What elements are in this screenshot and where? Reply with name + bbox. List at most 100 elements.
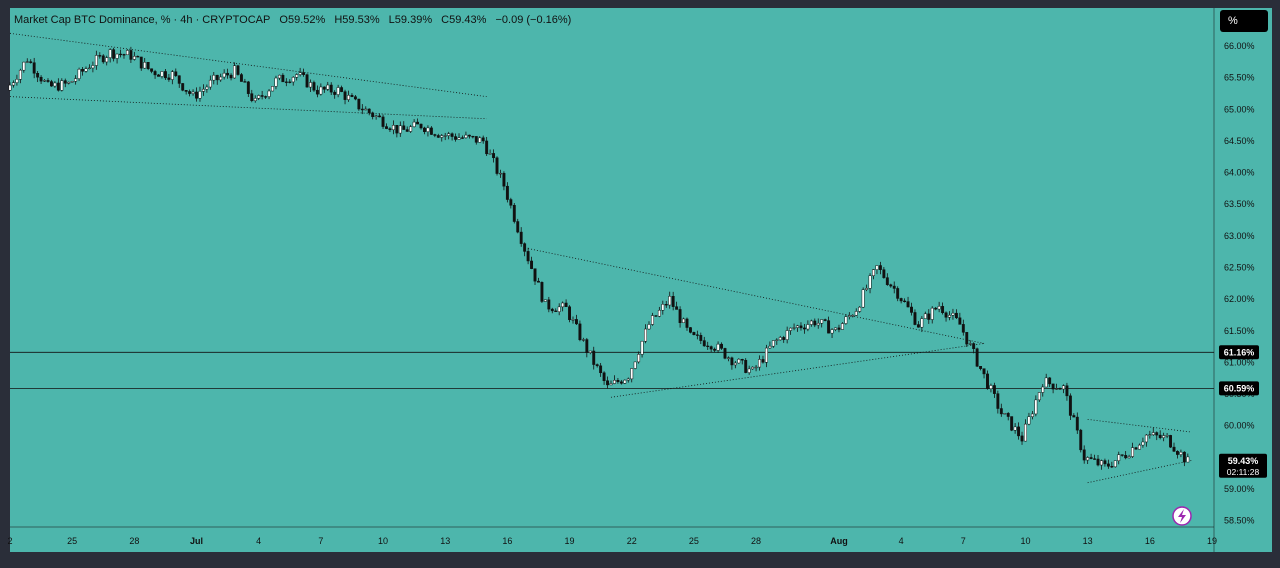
- symbol-title[interactable]: Market Cap BTC Dominance, % · 4h · CRYPT…: [14, 14, 271, 26]
- candle-body: [150, 68, 154, 72]
- candle-body: [657, 309, 661, 317]
- candle-body: [191, 91, 195, 94]
- candle-body: [39, 76, 43, 82]
- candle-body: [212, 74, 216, 81]
- candle-body: [934, 307, 938, 310]
- candle-body: [1093, 458, 1097, 460]
- candle-body: [246, 81, 250, 94]
- candle-body: [989, 385, 993, 389]
- candle-body: [602, 372, 606, 381]
- candle-body: [526, 251, 530, 262]
- candle-body: [975, 348, 979, 367]
- candle-body: [875, 265, 879, 270]
- candle-body: [906, 301, 910, 308]
- candle-body: [1162, 435, 1166, 438]
- candle-body: [961, 324, 965, 333]
- candle-body: [474, 136, 478, 143]
- candle-body: [391, 125, 395, 131]
- candle-body: [450, 133, 454, 137]
- candle-body: [568, 306, 572, 320]
- candle-body: [1079, 429, 1083, 451]
- candle-body: [530, 260, 534, 269]
- candle-body: [537, 280, 540, 283]
- candle-body: [999, 408, 1003, 415]
- x-tick-label: 25: [689, 536, 699, 546]
- x-tick-label: 16: [1145, 536, 1155, 546]
- candle-body: [723, 348, 727, 359]
- candle-body: [288, 81, 292, 83]
- candle-body: [941, 306, 945, 313]
- candle-body: [785, 330, 789, 340]
- candle-body: [882, 269, 886, 278]
- candle-body: [22, 61, 26, 71]
- candle-body: [523, 243, 527, 252]
- bar-countdown-label: 02:11:28: [1227, 467, 1260, 477]
- current-price-badge: [1219, 453, 1267, 478]
- candle-body: [367, 108, 371, 114]
- candle-body: [606, 380, 609, 386]
- candle-body: [488, 153, 492, 155]
- candle-body: [319, 86, 323, 95]
- x-tick-label: 10: [1020, 536, 1030, 546]
- candle-body: [854, 311, 858, 316]
- candle-body: [412, 121, 416, 128]
- candle-body: [1044, 377, 1048, 388]
- candle-body: [1138, 444, 1141, 450]
- trendline: [9, 32, 487, 98]
- candle-body: [360, 108, 364, 111]
- candle-body: [105, 57, 109, 63]
- candle-body: [972, 343, 976, 349]
- candle-body: [15, 79, 19, 83]
- candle-body: [1075, 416, 1079, 431]
- candle-body: [834, 327, 837, 330]
- price-plot-area[interactable]: [8, 32, 1214, 484]
- candle-body: [205, 86, 209, 90]
- candle-body: [613, 380, 616, 384]
- candle-body: [716, 343, 720, 351]
- candle-body: [419, 123, 423, 129]
- candle-body: [229, 74, 233, 79]
- y-tick-label: 63.00%: [1224, 231, 1255, 241]
- x-tick-label: 7: [961, 536, 966, 546]
- candle-body: [398, 125, 402, 134]
- candle-body: [671, 296, 675, 307]
- candle-body: [343, 91, 347, 100]
- candle-body: [115, 53, 119, 59]
- candle-body: [619, 381, 623, 384]
- candle-body: [916, 324, 920, 328]
- ohlc-close: C59.43%: [441, 14, 487, 26]
- y-tick-label: 62.00%: [1224, 294, 1255, 304]
- candle-body: [868, 275, 872, 289]
- x-tick-label: 28: [129, 536, 139, 546]
- candle-body: [1020, 435, 1024, 442]
- candle-body: [87, 67, 91, 70]
- lightning-icon[interactable]: [1172, 506, 1192, 526]
- candle-body: [378, 115, 382, 118]
- candle-body: [920, 318, 924, 328]
- candle-body: [726, 357, 730, 359]
- candle-body: [1024, 423, 1027, 442]
- x-tick-label: Aug: [830, 536, 848, 546]
- x-tick-label: 22: [627, 536, 637, 546]
- candle-body: [733, 362, 737, 366]
- candle-body: [951, 312, 955, 316]
- candle-body: [181, 83, 185, 91]
- candle-body: [364, 108, 368, 111]
- time-axis[interactable]: 2 25 28 Jul 4 7 10 13 16 19 22 25 28 Aug 4 7 10 13 16 19: [7, 536, 1217, 546]
- candle-body: [896, 288, 900, 299]
- candle-body: [326, 84, 330, 90]
- candle-body: [1006, 413, 1010, 417]
- candle-body: [699, 335, 703, 341]
- candle-body: [965, 332, 969, 345]
- candle-body: [1169, 435, 1173, 448]
- candle-body: [706, 345, 710, 348]
- price-axis[interactable]: 66.00% 65.50% 65.00% 64.50% 64.00% 63.50% 63.0…: [1224, 41, 1255, 526]
- candle-body: [1048, 377, 1052, 385]
- percent-scale-button[interactable]: %: [1220, 10, 1268, 32]
- candle-body: [250, 93, 254, 101]
- current-price-label: 59.43%: [1228, 456, 1259, 466]
- candle-body: [557, 306, 561, 312]
- y-tick-label: 64.00%: [1224, 168, 1255, 178]
- candle-body: [751, 366, 755, 370]
- candle-body: [550, 308, 554, 312]
